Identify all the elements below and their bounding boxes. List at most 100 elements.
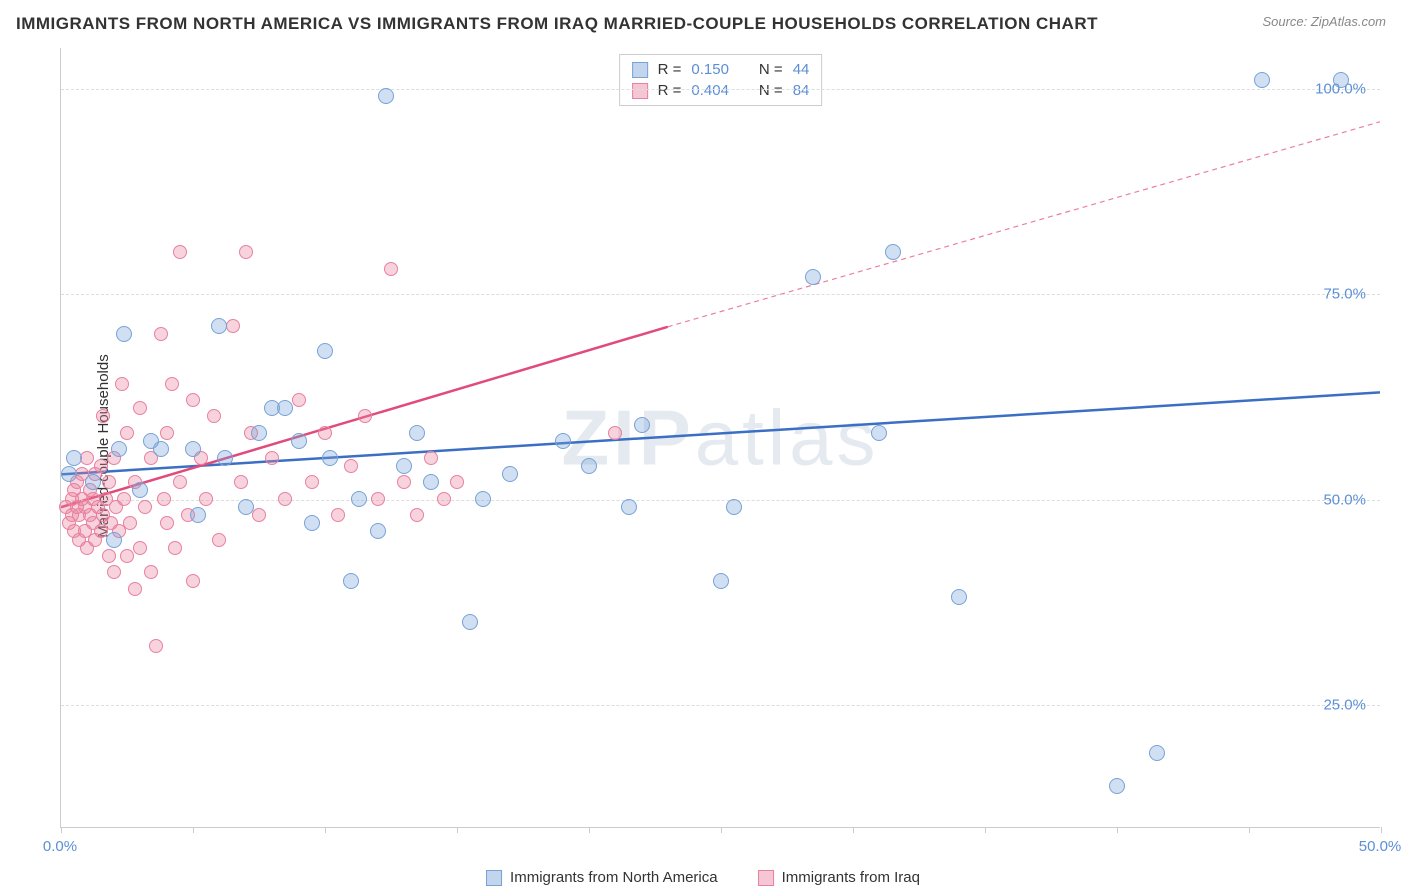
scatter-point: [277, 400, 293, 416]
scatter-point: [133, 401, 147, 415]
scatter-point: [378, 88, 394, 104]
plot-area: ZIPatlas R = 0.150 N = 44 R = 0.404 N = …: [60, 48, 1380, 828]
legend-label-1: Immigrants from North America: [510, 869, 718, 886]
y-tick-label: 75.0%: [1323, 286, 1366, 303]
scatter-point: [165, 377, 179, 391]
scatter-point: [217, 450, 233, 466]
scatter-point: [190, 507, 206, 523]
scatter-point: [410, 508, 424, 522]
scatter-point: [96, 409, 110, 423]
scatter-point: [116, 326, 132, 342]
scatter-point: [462, 614, 478, 630]
x-tick: [589, 827, 590, 833]
scatter-point: [123, 516, 137, 530]
scatter-point: [608, 426, 622, 440]
scatter-point: [238, 499, 254, 515]
scatter-point: [318, 426, 332, 440]
scatter-point: [291, 433, 307, 449]
scatter-point: [951, 589, 967, 605]
scatter-point: [173, 245, 187, 259]
scatter-point: [66, 450, 82, 466]
scatter-point: [304, 515, 320, 531]
scatter-point: [186, 393, 200, 407]
scatter-point: [634, 417, 650, 433]
scatter-point: [239, 245, 253, 259]
scatter-point: [423, 474, 439, 490]
scatter-point: [396, 458, 412, 474]
scatter-point: [581, 458, 597, 474]
scatter-point: [397, 475, 411, 489]
stat-n-label-2: N =: [759, 82, 783, 99]
stat-r-label: R =: [658, 61, 682, 78]
scatter-point: [107, 565, 121, 579]
scatter-point: [85, 474, 101, 490]
watermark-light: atlas: [695, 393, 880, 481]
x-tick-label: 0.0%: [43, 838, 77, 855]
x-tick: [193, 827, 194, 833]
scatter-point: [251, 425, 267, 441]
scatter-point: [305, 475, 319, 489]
scatter-point: [111, 441, 127, 457]
scatter-point: [106, 532, 122, 548]
scatter-point: [160, 516, 174, 530]
x-tick: [853, 827, 854, 833]
scatter-point: [186, 574, 200, 588]
bottom-legend: Immigrants from North America Immigrants…: [486, 869, 920, 886]
scatter-point: [384, 262, 398, 276]
scatter-point: [173, 475, 187, 489]
scatter-point: [138, 500, 152, 514]
x-tick: [325, 827, 326, 833]
stat-r-value-2: 0.404: [691, 82, 729, 99]
swatch-pink-icon: [632, 83, 648, 99]
scatter-point: [437, 492, 451, 506]
scatter-point: [475, 491, 491, 507]
stat-n-value-1: 44: [793, 61, 810, 78]
stat-legend: R = 0.150 N = 44 R = 0.404 N = 84: [619, 54, 823, 106]
scatter-point: [317, 343, 333, 359]
scatter-point: [1149, 745, 1165, 761]
y-tick-label: 25.0%: [1323, 696, 1366, 713]
scatter-point: [278, 492, 292, 506]
scatter-point: [160, 426, 174, 440]
x-tick: [61, 827, 62, 833]
scatter-point: [885, 244, 901, 260]
stat-n-value-2: 84: [793, 82, 810, 99]
scatter-point: [871, 425, 887, 441]
scatter-point: [120, 426, 134, 440]
scatter-point: [144, 565, 158, 579]
scatter-point: [102, 549, 116, 563]
scatter-point: [621, 499, 637, 515]
stat-n-label: N =: [759, 61, 783, 78]
stat-row-series2: R = 0.404 N = 84: [632, 80, 810, 101]
scatter-point: [168, 541, 182, 555]
stat-r-label-2: R =: [658, 82, 682, 99]
scatter-point: [115, 377, 129, 391]
scatter-point: [94, 459, 108, 473]
swatch-blue-icon: [632, 62, 648, 78]
scatter-point: [726, 499, 742, 515]
scatter-point: [409, 425, 425, 441]
legend-swatch-blue-icon: [486, 870, 502, 886]
scatter-point: [212, 533, 226, 547]
scatter-point: [555, 433, 571, 449]
stat-r-value-1: 0.150: [691, 61, 729, 78]
scatter-point: [120, 549, 134, 563]
scatter-point: [265, 451, 279, 465]
stat-row-series1: R = 0.150 N = 44: [632, 59, 810, 80]
scatter-point: [331, 508, 345, 522]
legend-item-series2: Immigrants from Iraq: [758, 869, 920, 886]
scatter-point: [371, 492, 385, 506]
chart-title: IMMIGRANTS FROM NORTH AMERICA VS IMMIGRA…: [16, 14, 1098, 34]
scatter-point: [292, 393, 306, 407]
gridline: [61, 705, 1380, 706]
scatter-point: [1333, 72, 1349, 88]
scatter-point: [132, 482, 148, 498]
scatter-point: [199, 492, 213, 506]
scatter-point: [207, 409, 221, 423]
y-tick-label: 50.0%: [1323, 491, 1366, 508]
gridline: [61, 89, 1380, 90]
scatter-point: [185, 441, 201, 457]
scatter-point: [1254, 72, 1270, 88]
scatter-point: [450, 475, 464, 489]
scatter-point: [102, 475, 116, 489]
